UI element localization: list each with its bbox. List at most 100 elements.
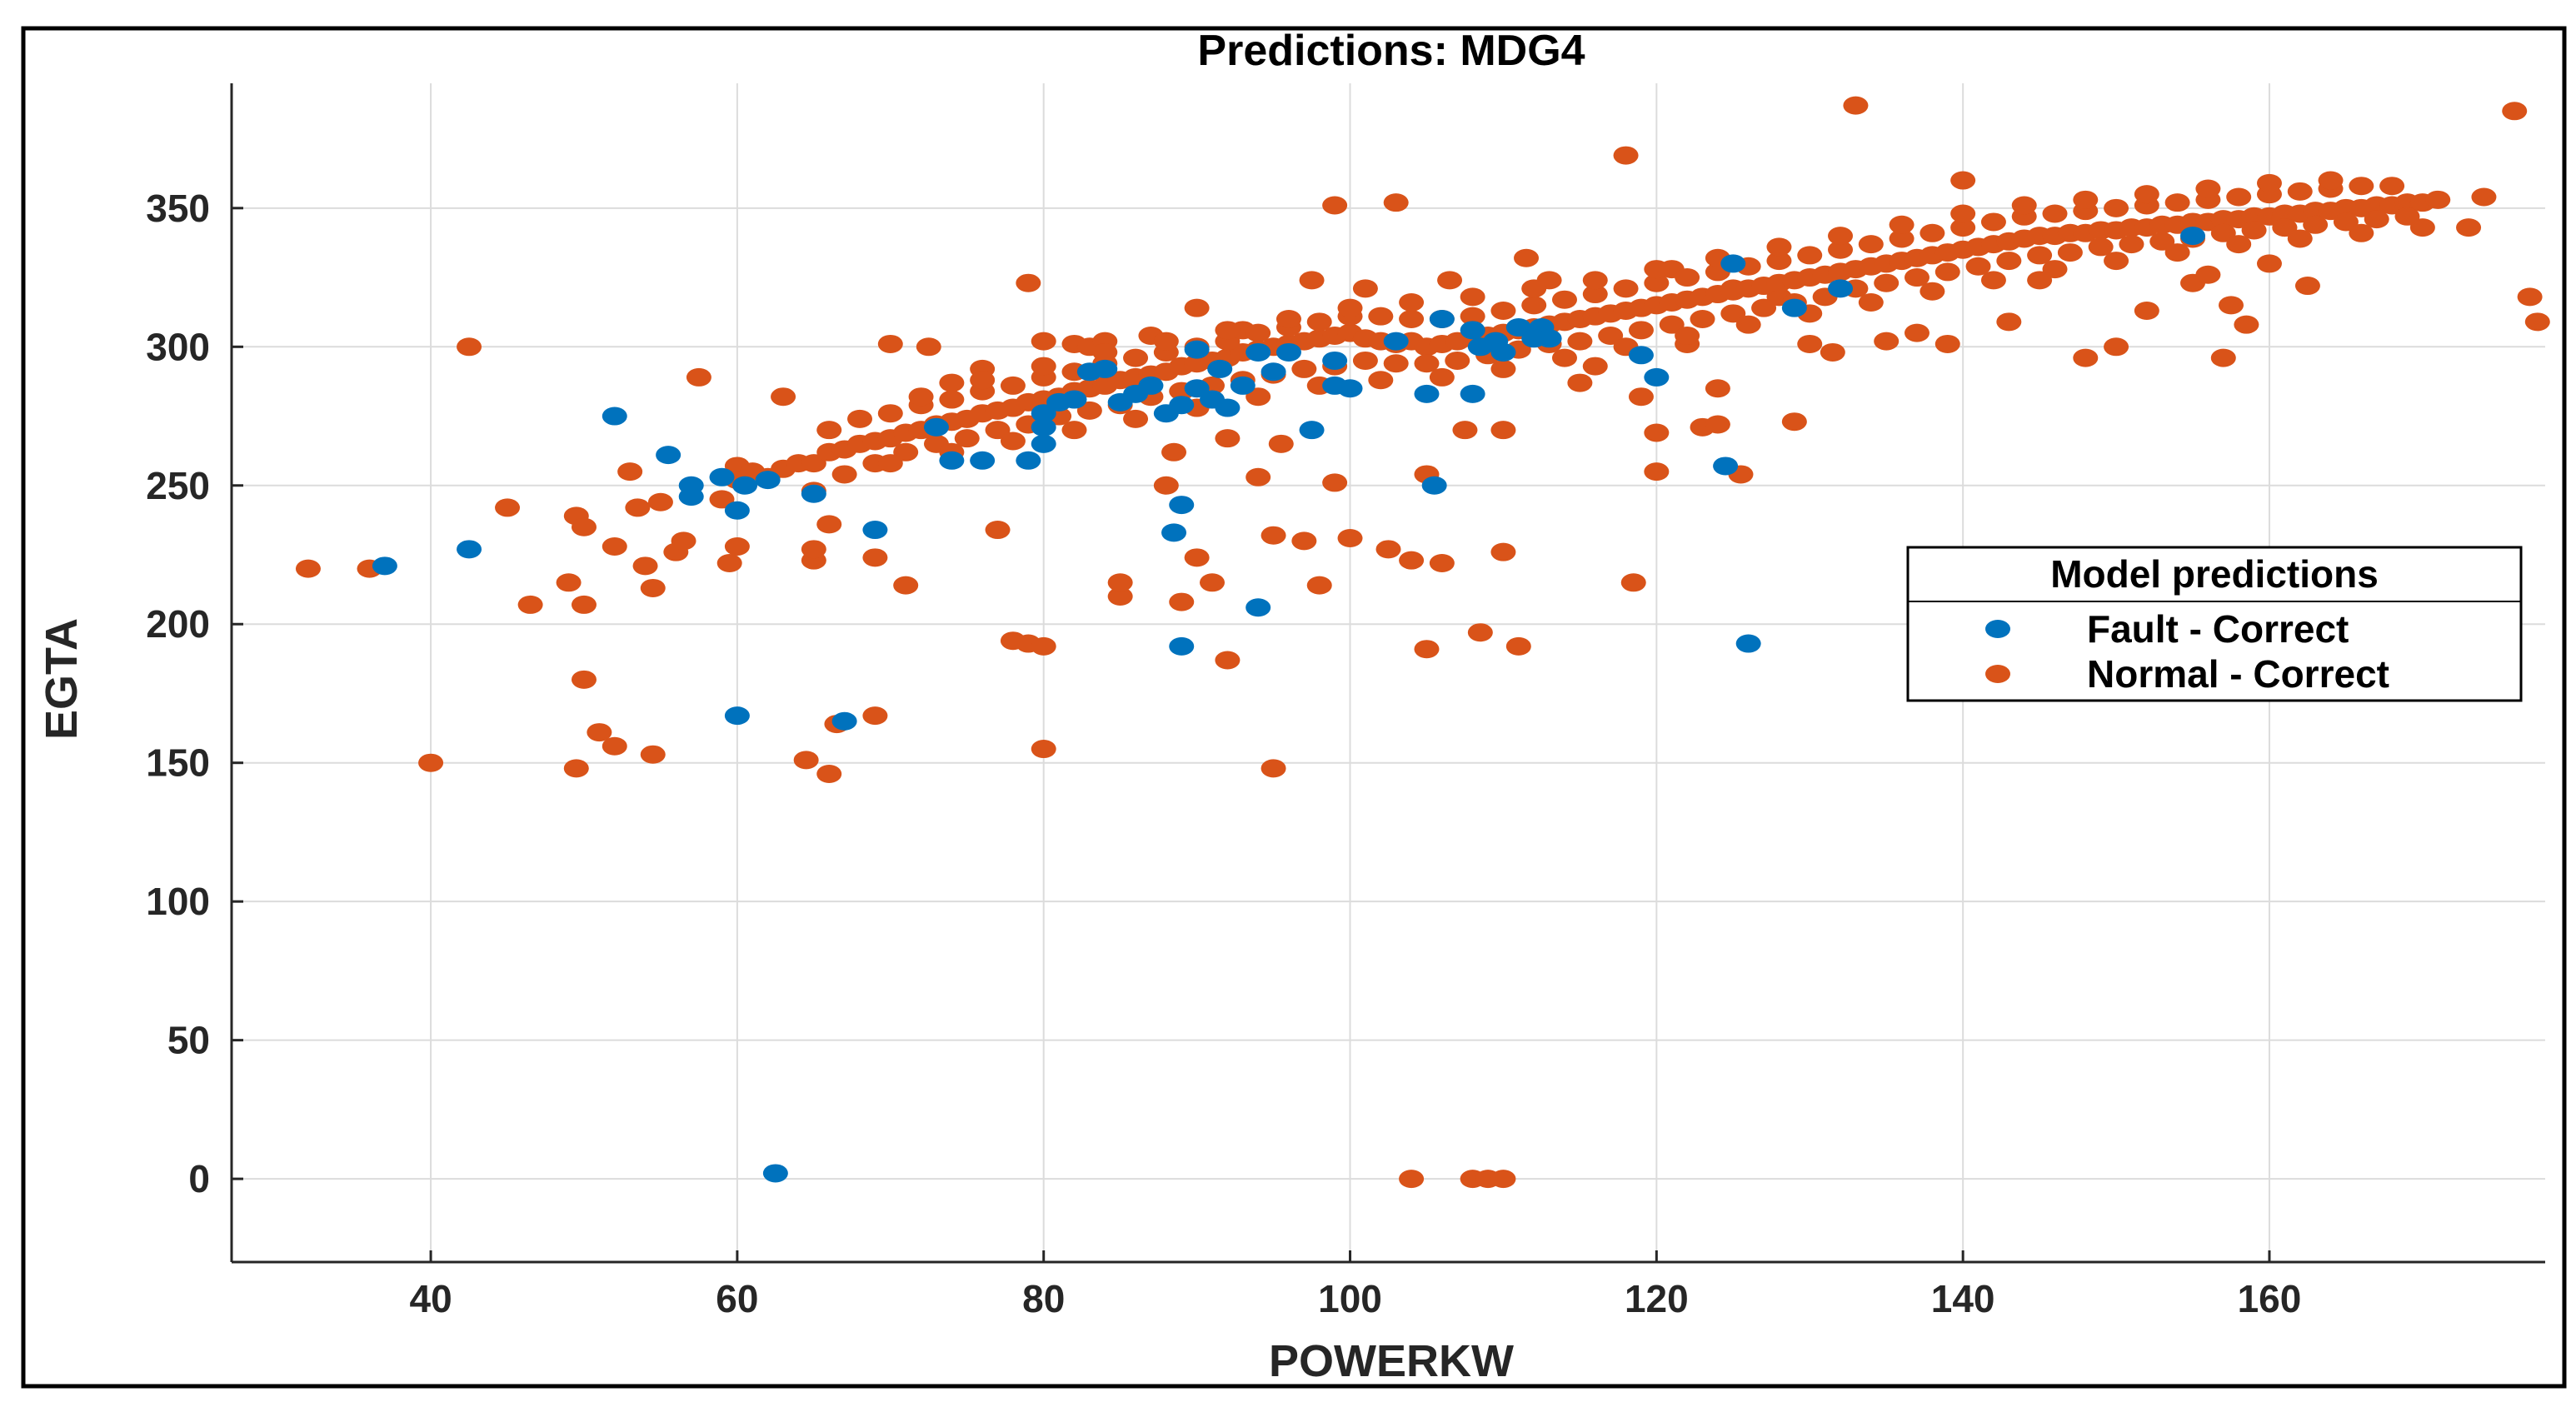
normal-correct-point [640, 745, 666, 764]
normal-correct-point [1490, 302, 1516, 321]
normal-correct-point [1076, 401, 1102, 420]
x-tick-labels: 40 60 80 100 120 140 160 [409, 1277, 2301, 1320]
fault-correct-point [1031, 434, 1056, 453]
normal-correct-point [1920, 223, 1945, 242]
x-tick-label: 140 [1931, 1277, 1995, 1320]
normal-correct-point [640, 578, 666, 597]
fault-correct-point [1460, 321, 1485, 340]
normal-correct-point [1644, 260, 1670, 279]
normal-correct-point [1306, 576, 1332, 595]
y-tick-label: 0 [188, 1157, 210, 1200]
normal-correct-point [716, 553, 742, 572]
normal-correct-point [1299, 271, 1325, 290]
normal-correct-point [2104, 198, 2129, 217]
normal-correct-point [877, 334, 903, 353]
normal-correct-point [1751, 298, 1777, 317]
normal-correct-point [617, 462, 643, 481]
normal-correct-point [1261, 759, 1286, 778]
normal-correct-point [1766, 252, 1792, 271]
normal-correct-point [587, 723, 612, 742]
normal-correct-point [571, 595, 597, 614]
normal-correct-point [908, 387, 934, 407]
normal-correct-point [939, 390, 965, 409]
normal-correct-point [1153, 476, 1179, 495]
fault-correct-point [1644, 367, 1670, 387]
normal-correct-point [1016, 273, 1041, 292]
normal-correct-point [647, 492, 673, 511]
fault-correct-point [2180, 227, 2206, 246]
normal-correct-point [1445, 351, 1470, 370]
normal-correct-point [2394, 207, 2420, 226]
normal-correct-point [1429, 367, 1455, 387]
normal-correct-point [1858, 293, 1884, 312]
fault-correct-point [678, 476, 704, 495]
fault-correct-point [1169, 396, 1195, 415]
y-tick-label: 200 [146, 602, 210, 646]
legend-marker-normal [1985, 665, 2010, 683]
fault-correct-point [602, 407, 627, 426]
normal-correct-point [2195, 179, 2221, 198]
normal-correct-point [1950, 218, 1976, 237]
normal-correct-point [2303, 215, 2329, 234]
normal-correct-point [2119, 235, 2144, 254]
normal-correct-point [916, 337, 941, 357]
normal-correct-point [1000, 432, 1026, 451]
x-tick-label: 80 [1022, 1277, 1065, 1320]
normal-correct-point [1399, 293, 1425, 312]
normal-correct-point [556, 573, 582, 592]
normal-correct-point [1781, 412, 1807, 432]
fault-correct-point [1337, 379, 1363, 398]
normal-correct-point [1291, 359, 1317, 378]
fault-correct-point [1246, 342, 1271, 362]
fault-correct-point [724, 501, 750, 520]
normal-correct-point [1153, 332, 1179, 351]
normal-correct-point [2088, 237, 2114, 257]
normal-correct-point [724, 537, 750, 556]
normal-correct-point [1322, 473, 1348, 492]
normal-correct-point [2456, 218, 2482, 237]
normal-correct-point [2287, 182, 2313, 201]
normal-correct-point [1521, 279, 1547, 298]
normal-correct-point [1582, 285, 1608, 304]
normal-correct-point [1490, 542, 1516, 561]
normal-correct-point [1184, 548, 1210, 567]
normal-correct-point [1337, 298, 1363, 317]
legend-marker-fault [1985, 620, 2010, 638]
normal-correct-point [2027, 246, 2053, 265]
normal-correct-point [801, 454, 826, 473]
normal-correct-point [1720, 304, 1746, 323]
fault-correct-point [1261, 362, 1286, 382]
normal-correct-point [2073, 190, 2099, 209]
normal-correct-point [1620, 573, 1646, 592]
normal-correct-point [2517, 287, 2543, 307]
normal-correct-point [2524, 312, 2550, 332]
fault-correct-point [1429, 310, 1455, 328]
normal-correct-point [2379, 177, 2405, 196]
normal-correct-point [2256, 173, 2282, 192]
normal-correct-point [602, 736, 627, 756]
normal-correct-point [831, 465, 857, 484]
normal-correct-point [862, 548, 888, 567]
x-tick-label: 100 [1318, 1277, 1382, 1320]
normal-correct-point [1659, 315, 1685, 334]
normal-correct-point [1675, 326, 1700, 345]
normal-correct-point [1690, 310, 1715, 328]
normal-correct-point [2210, 348, 2236, 367]
series-normal-correct [295, 96, 2550, 1189]
normal-correct-point [801, 540, 826, 559]
normal-correct-point [1215, 651, 1241, 670]
fault-correct-point [1828, 279, 1854, 298]
normal-correct-point [1092, 342, 1118, 362]
normal-correct-point [862, 706, 888, 726]
normal-correct-point [816, 421, 842, 440]
normal-correct-point [2226, 187, 2252, 207]
fault-correct-point [1490, 342, 1516, 362]
normal-correct-point [1598, 326, 1624, 345]
chart-title: Predictions: MDG4 [1197, 27, 1585, 75]
normal-correct-point [1514, 248, 1540, 267]
normal-correct-point [1107, 573, 1133, 592]
normal-correct-point [2241, 221, 2267, 240]
normal-correct-point [1490, 359, 1516, 378]
normal-correct-point [1399, 310, 1425, 328]
normal-correct-point [2164, 243, 2190, 262]
